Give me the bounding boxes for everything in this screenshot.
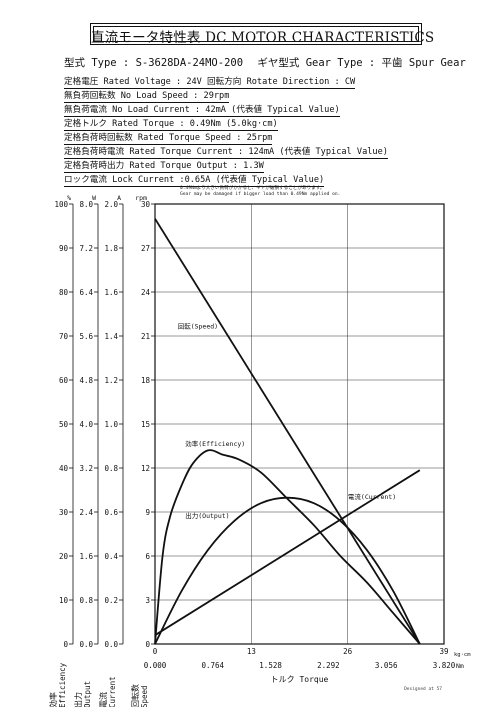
tick-label-speed: 18 bbox=[141, 376, 151, 385]
tick-label-efficiency: 80 bbox=[59, 288, 69, 297]
tick-label-output: 0.0 bbox=[79, 640, 93, 649]
tick-label-current: 1.0 bbox=[104, 420, 118, 429]
spec-line: ロック電流 Lock Current :0.65A (代表値 Typical V… bbox=[64, 175, 325, 187]
tick-label-speed: 21 bbox=[141, 332, 150, 341]
spec-line: 定格負荷時電流 Rated Torque Current : 124mA (代表… bbox=[64, 147, 388, 159]
series-label: 電流(Current) bbox=[348, 492, 396, 501]
designed-by: Designed at 57 bbox=[404, 687, 442, 692]
tick-label-output: 7.2 bbox=[79, 244, 93, 253]
warning-en: Gear may be damaged if bigger load than … bbox=[180, 192, 341, 197]
tick-label-nm: 0.000 bbox=[144, 661, 167, 670]
tick-label-current: 2.0 bbox=[104, 200, 118, 209]
axis-title-efficiency: 効率 bbox=[48, 692, 58, 707]
tick-label-efficiency: 70 bbox=[59, 332, 69, 341]
unit-label-output: W bbox=[92, 194, 96, 202]
spec-line: 無負荷回転数 No Load Speed : 29rpm bbox=[64, 91, 230, 103]
tick-label-current: 1.6 bbox=[104, 288, 118, 297]
axis-title-speed: 回転数 bbox=[130, 684, 140, 707]
tick-label-speed: 0 bbox=[145, 640, 150, 649]
tick-label-speed: 30 bbox=[141, 200, 151, 209]
unit-label-current: A bbox=[117, 194, 121, 202]
tick-label-speed: 3 bbox=[145, 596, 150, 605]
tick-label-current: 0.8 bbox=[104, 464, 118, 473]
tick-label-speed: 9 bbox=[145, 508, 150, 517]
tick-label-kgcm: 0 bbox=[153, 647, 158, 656]
axis-title-en-output: Output bbox=[83, 681, 92, 707]
series-label: 効率(Efficiency) bbox=[185, 439, 245, 448]
series-label: 回転(Speed) bbox=[178, 323, 218, 331]
tick-label-output: 3.2 bbox=[79, 464, 93, 473]
unit-label-nm: Nm bbox=[456, 662, 464, 670]
series-line-speed bbox=[154, 218, 421, 645]
axis-title-en-efficiency: Efficiency bbox=[58, 662, 67, 707]
unit-label-kgcm: kg·cm bbox=[454, 652, 471, 658]
model-line: 型式 Type : S-3628DA-24MO-200 ギヤ型式 Gear Ty… bbox=[64, 55, 466, 70]
axis-title-current: 電流 bbox=[98, 692, 108, 707]
tick-label-current: 0.0 bbox=[104, 640, 118, 649]
tick-label-output: 6.4 bbox=[79, 288, 93, 297]
tick-label-output: 1.6 bbox=[79, 552, 93, 561]
tick-label-efficiency: 0 bbox=[63, 640, 68, 649]
spec-line: 定格トルク Rated Torque : 0.49Nm (5.0kg·cm) bbox=[64, 119, 278, 131]
tick-label-current: 1.2 bbox=[104, 376, 118, 385]
spec-line: 無負荷電流 No Load Current : 42mA (代表値 Typica… bbox=[64, 105, 340, 117]
tick-label-current: 1.8 bbox=[104, 244, 118, 253]
series-line-current bbox=[154, 469, 421, 636]
spec-line: 定格負荷時出力 Rated Torque Output : 1.3W bbox=[64, 161, 264, 173]
tick-label-efficiency: 40 bbox=[59, 464, 69, 473]
tick-label-current: 0.4 bbox=[104, 552, 118, 561]
tick-label-efficiency: 60 bbox=[59, 376, 69, 385]
tick-label-output: 0.8 bbox=[79, 596, 93, 605]
tick-label-nm: 0.764 bbox=[202, 661, 225, 670]
spec-line: 定格負荷時回転数 Rated Torque Speed : 25rpm bbox=[64, 133, 273, 145]
tick-label-efficiency: 50 bbox=[59, 420, 69, 429]
tick-label-current: 0.6 bbox=[104, 508, 118, 517]
tick-label-output: 5.6 bbox=[79, 332, 93, 341]
tick-label-current: 1.4 bbox=[104, 332, 118, 341]
tick-label-output: 2.4 bbox=[79, 508, 93, 517]
model-type: 型式 Type : S-3628DA-24MO-200 bbox=[64, 57, 244, 69]
tick-label-speed: 24 bbox=[141, 288, 151, 297]
tick-label-speed: 6 bbox=[145, 552, 150, 561]
tick-label-kgcm: 26 bbox=[343, 647, 353, 656]
tick-label-nm: 3.820 bbox=[433, 661, 456, 670]
tick-label-current: 0.2 bbox=[104, 596, 118, 605]
tick-label-output: 4.8 bbox=[79, 376, 93, 385]
axis-title-en-speed: Speed bbox=[140, 685, 149, 707]
tick-label-efficiency: 10 bbox=[59, 596, 69, 605]
spec-line: 定格電圧 Rated Voltage : 24V 回転方向 Rotate Dir… bbox=[64, 77, 356, 89]
tick-label-output: 4.0 bbox=[79, 420, 93, 429]
tick-label-efficiency: 90 bbox=[59, 244, 69, 253]
tick-label-efficiency: 20 bbox=[59, 552, 69, 561]
tick-label-kgcm: 39 bbox=[439, 647, 448, 656]
tick-label-nm: 2.292 bbox=[317, 661, 340, 670]
tick-label-speed: 12 bbox=[141, 464, 150, 473]
tick-label-kgcm: 13 bbox=[247, 647, 256, 656]
tick-label-speed: 27 bbox=[141, 244, 150, 253]
series-line-efficiency bbox=[154, 449, 421, 645]
tick-label-output: 8.0 bbox=[79, 200, 93, 209]
x-axis-label: トルク Torque bbox=[271, 675, 329, 684]
tick-label-speed: 15 bbox=[141, 420, 150, 429]
tick-label-efficiency: 100 bbox=[54, 200, 68, 209]
chart-title-box: 直流モータ特性表 DC MOTOR CHARACTERISTICS bbox=[90, 23, 434, 46]
tick-label-nm: 3.056 bbox=[375, 661, 398, 670]
tick-label-nm: 1.528 bbox=[259, 661, 282, 670]
axis-title-en-current: Current bbox=[108, 676, 117, 707]
unit-label-efficiency: % bbox=[67, 194, 71, 202]
series-label: 出力(Output) bbox=[185, 511, 229, 520]
axis-title-output: 出力 bbox=[73, 692, 83, 707]
tick-label-efficiency: 30 bbox=[59, 508, 69, 517]
gear-type: ギヤ型式 Gear Type : 平歯 Spur Gear bbox=[257, 57, 466, 69]
warning-jp: 0.49Nmより大きい負荷がかかると、ギヤが破損することがあります。 bbox=[180, 186, 325, 191]
unit-label-speed: rpm bbox=[135, 194, 147, 202]
